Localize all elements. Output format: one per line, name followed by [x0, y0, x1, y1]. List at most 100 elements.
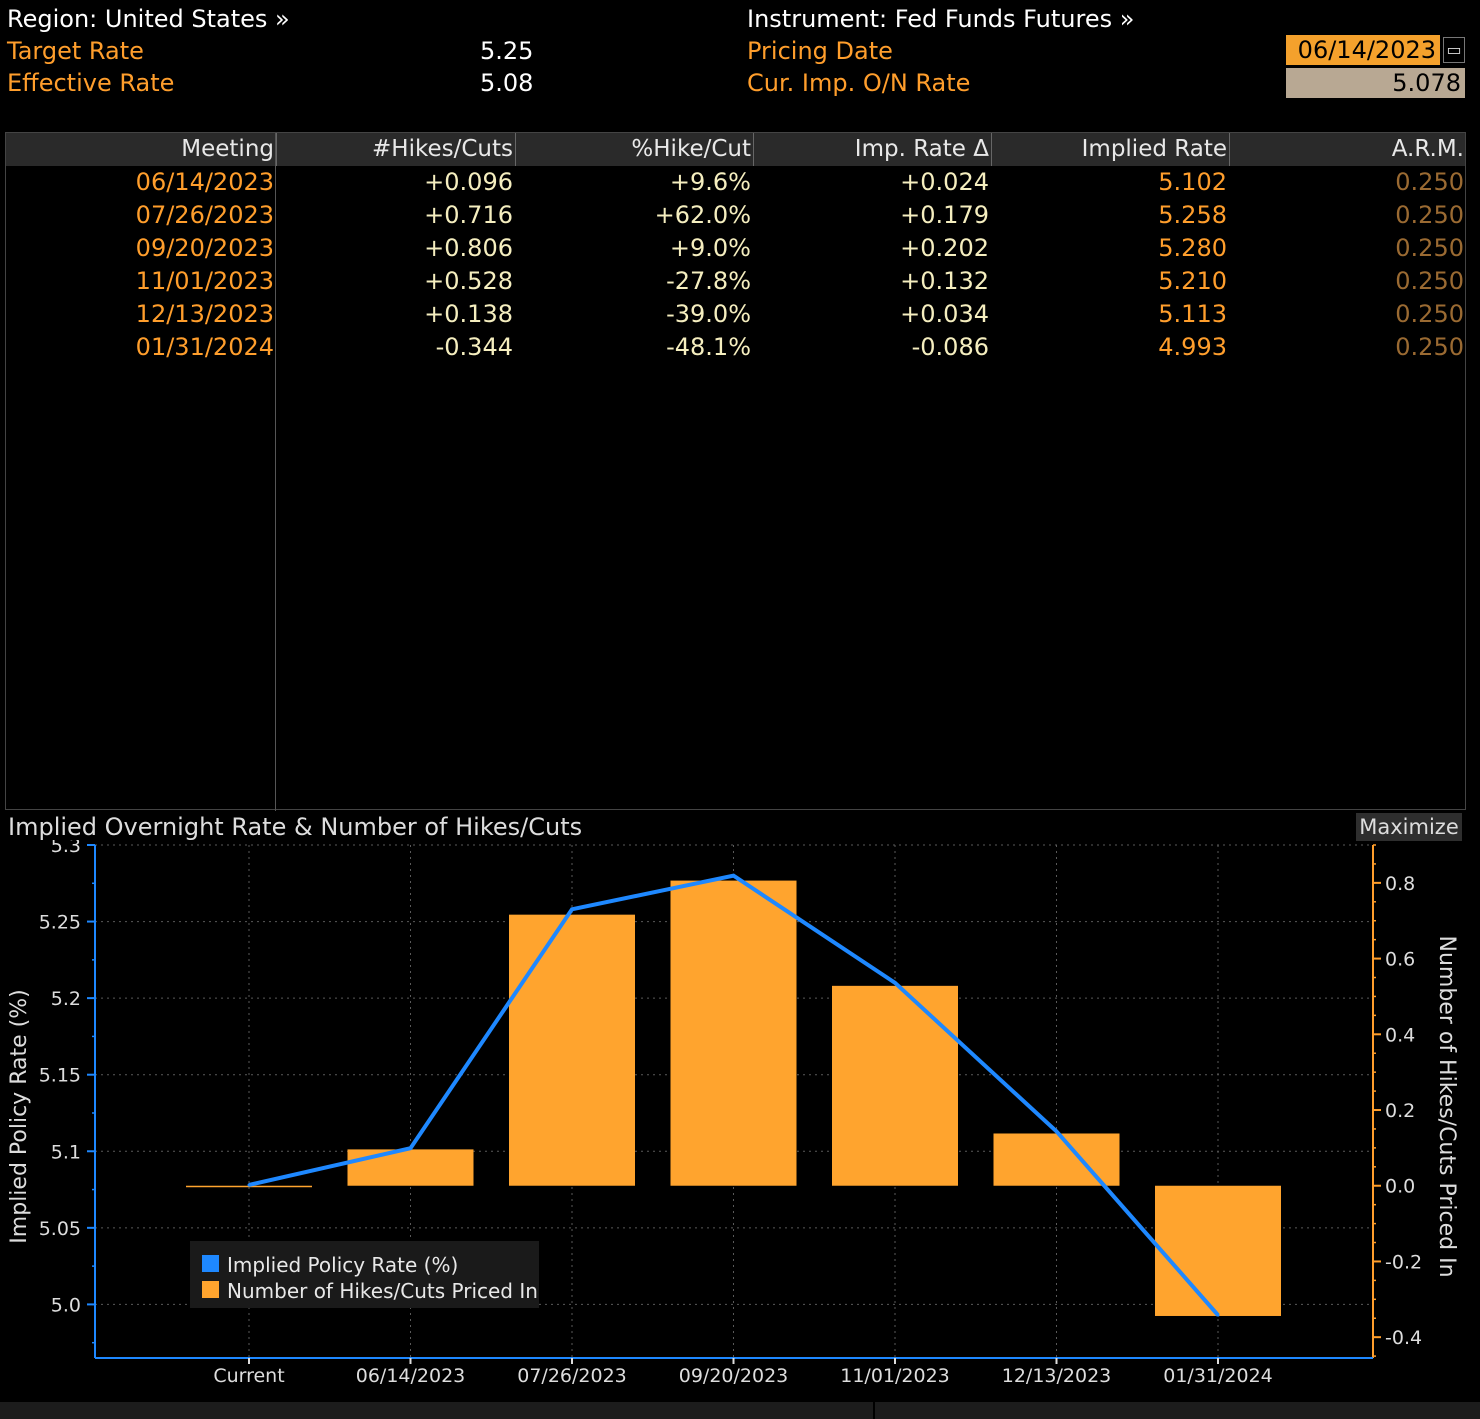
table-header: Meeting #Hikes/Cuts %Hike/Cut Imp. Rate … — [6, 133, 1465, 166]
right-tick-label: 0.6 — [1385, 949, 1415, 971]
right-tick-label: 0.0 — [1385, 1176, 1415, 1198]
right-tick-label: -0.4 — [1385, 1327, 1422, 1349]
table-row[interactable]: 01/31/2024 -0.344 -48.1% -0.086 4.993 0.250 — [6, 331, 1465, 364]
bar-5 — [993, 1133, 1120, 1186]
right-tick-label: 0.4 — [1385, 1024, 1415, 1046]
target-rate-label: Target Rate — [7, 37, 144, 65]
cell-delta: -0.086 — [911, 333, 989, 361]
cell-hikes: +0.138 — [424, 300, 513, 328]
cell-implied: 5.258 — [1158, 201, 1227, 229]
line-point-1 — [409, 1146, 412, 1150]
line-point-0 — [247, 1183, 251, 1187]
col-hikes-cuts[interactable]: #Hikes/Cuts — [372, 136, 513, 162]
chart-legend: Implied Policy Rate (%)Number of Hikes/C… — [190, 1241, 539, 1308]
bar-1 — [347, 1149, 474, 1186]
x-tick-label: 11/01/2023 — [840, 1365, 950, 1387]
table-row[interactable]: 07/26/2023 +0.716 +62.0% +0.179 5.258 0.250 — [6, 199, 1465, 232]
left-axis-label: Implied Policy Rate (%) — [7, 989, 32, 1243]
left-tick-label: 5.2 — [51, 988, 81, 1010]
cell-arm: 0.250 — [1395, 333, 1464, 361]
cell-delta: +0.202 — [900, 234, 989, 262]
left-tick-label: 5.15 — [39, 1065, 81, 1087]
cell-implied: 5.102 — [1158, 168, 1227, 196]
region-selector[interactable]: Region: United States » — [7, 5, 290, 33]
effective-rate-value: 5.08 — [480, 69, 534, 97]
x-tick-label: 01/31/2024 — [1163, 1365, 1273, 1387]
cell-implied: 5.113 — [1158, 300, 1227, 328]
line-point-4 — [893, 981, 897, 985]
cell-meeting: 11/01/2023 — [135, 267, 274, 295]
status-bar — [0, 1402, 1480, 1419]
legend-label-line: Implied Policy Rate (%) — [227, 1253, 458, 1277]
pricing-date-field[interactable]: 06/14/2023 — [1286, 35, 1440, 65]
right-axis-label: Number of Hikes/Cuts Priced In — [1434, 935, 1459, 1277]
cell-arm: 0.250 — [1395, 300, 1464, 328]
col-implied-rate[interactable]: Implied Rate — [1081, 136, 1227, 162]
cell-pct: +9.6% — [669, 168, 751, 196]
pricing-date-label: Pricing Date — [747, 37, 893, 65]
cell-delta: +0.024 — [900, 168, 989, 196]
cell-hikes: +0.716 — [424, 201, 513, 229]
cell-meeting: 06/14/2023 — [135, 168, 274, 196]
table-row[interactable]: 09/20/2023 +0.806 +9.0% +0.202 5.280 0.250 — [6, 232, 1465, 265]
cell-pct: +62.0% — [654, 201, 751, 229]
cell-delta: +0.132 — [900, 267, 989, 295]
right-tick-label: 0.8 — [1385, 873, 1415, 895]
chart-title: Implied Overnight Rate & Number of Hikes… — [8, 813, 583, 841]
cell-pct: -39.0% — [666, 300, 751, 328]
cell-meeting: 09/20/2023 — [135, 234, 274, 262]
cell-arm: 0.250 — [1395, 168, 1464, 196]
cell-hikes: +0.806 — [424, 234, 513, 262]
table-row[interactable]: 06/14/2023 +0.096 +9.6% +0.024 5.102 0.250 — [6, 166, 1465, 199]
cell-implied: 5.210 — [1158, 267, 1227, 295]
maximize-button[interactable]: Maximize — [1356, 813, 1462, 841]
calendar-icon[interactable]: ▭ — [1443, 37, 1465, 63]
cell-meeting: 07/26/2023 — [135, 201, 274, 229]
cell-meeting: 01/31/2024 — [135, 333, 274, 361]
right-tick-label: 0.2 — [1385, 1100, 1415, 1122]
legend-background — [190, 1241, 539, 1308]
left-tick-label: 5.25 — [39, 912, 81, 934]
legend-swatch-bar — [202, 1281, 219, 1298]
bar-2 — [509, 914, 635, 1186]
cell-pct: +9.0% — [669, 234, 751, 262]
line-point-5 — [1055, 1129, 1058, 1133]
x-tick-label: Current — [213, 1365, 284, 1387]
left-tick-label: 5.0 — [51, 1294, 81, 1316]
target-rate-value: 5.25 — [480, 37, 534, 65]
cell-implied: 4.993 — [1158, 333, 1227, 361]
cell-implied: 5.280 — [1158, 234, 1227, 262]
x-tick-label: 09/20/2023 — [679, 1365, 789, 1387]
cell-pct: -27.8% — [666, 267, 751, 295]
left-tick-label: 5.05 — [39, 1218, 81, 1240]
x-tick-label: 12/13/2023 — [1002, 1365, 1112, 1387]
bar-6 — [1155, 1185, 1281, 1316]
cur-imp-rate-field[interactable]: 5.078 — [1286, 68, 1465, 98]
bar-3 — [670, 880, 797, 1186]
table-row[interactable]: 11/01/2023 +0.528 -27.8% +0.132 5.210 0.250 — [6, 265, 1465, 298]
cell-meeting: 12/13/2023 — [135, 300, 274, 328]
col-arm[interactable]: A.R.M. — [1391, 136, 1464, 162]
cell-hikes: +0.096 — [424, 168, 513, 196]
line-point-6 — [1216, 1313, 1220, 1317]
line-point-3 — [732, 874, 735, 878]
right-tick-label: -0.2 — [1385, 1251, 1422, 1273]
col-meeting[interactable]: Meeting — [181, 136, 274, 162]
table-row[interactable]: 12/13/2023 +0.138 -39.0% +0.034 5.113 0.250 — [6, 298, 1465, 331]
cell-hikes: -0.344 — [435, 333, 513, 361]
cell-delta: +0.034 — [900, 300, 989, 328]
cell-delta: +0.179 — [900, 201, 989, 229]
cell-arm: 0.250 — [1395, 234, 1464, 262]
cell-arm: 0.250 — [1395, 267, 1464, 295]
legend-swatch-line — [202, 1255, 219, 1272]
x-tick-label: 06/14/2023 — [356, 1365, 466, 1387]
col-imp-rate-delta[interactable]: Imp. Rate Δ — [854, 136, 989, 162]
bar-0 — [186, 1185, 312, 1188]
col-pct-hike-cut[interactable]: %Hike/Cut — [631, 136, 751, 162]
x-tick-label: 07/26/2023 — [517, 1365, 627, 1387]
legend-label-bar: Number of Hikes/Cuts Priced In — [227, 1279, 538, 1303]
cur-imp-rate-label: Cur. Imp. O/N Rate — [747, 69, 971, 97]
cell-arm: 0.250 — [1395, 201, 1464, 229]
instrument-selector[interactable]: Instrument: Fed Funds Futures » — [747, 5, 1135, 33]
cell-hikes: +0.528 — [424, 267, 513, 295]
